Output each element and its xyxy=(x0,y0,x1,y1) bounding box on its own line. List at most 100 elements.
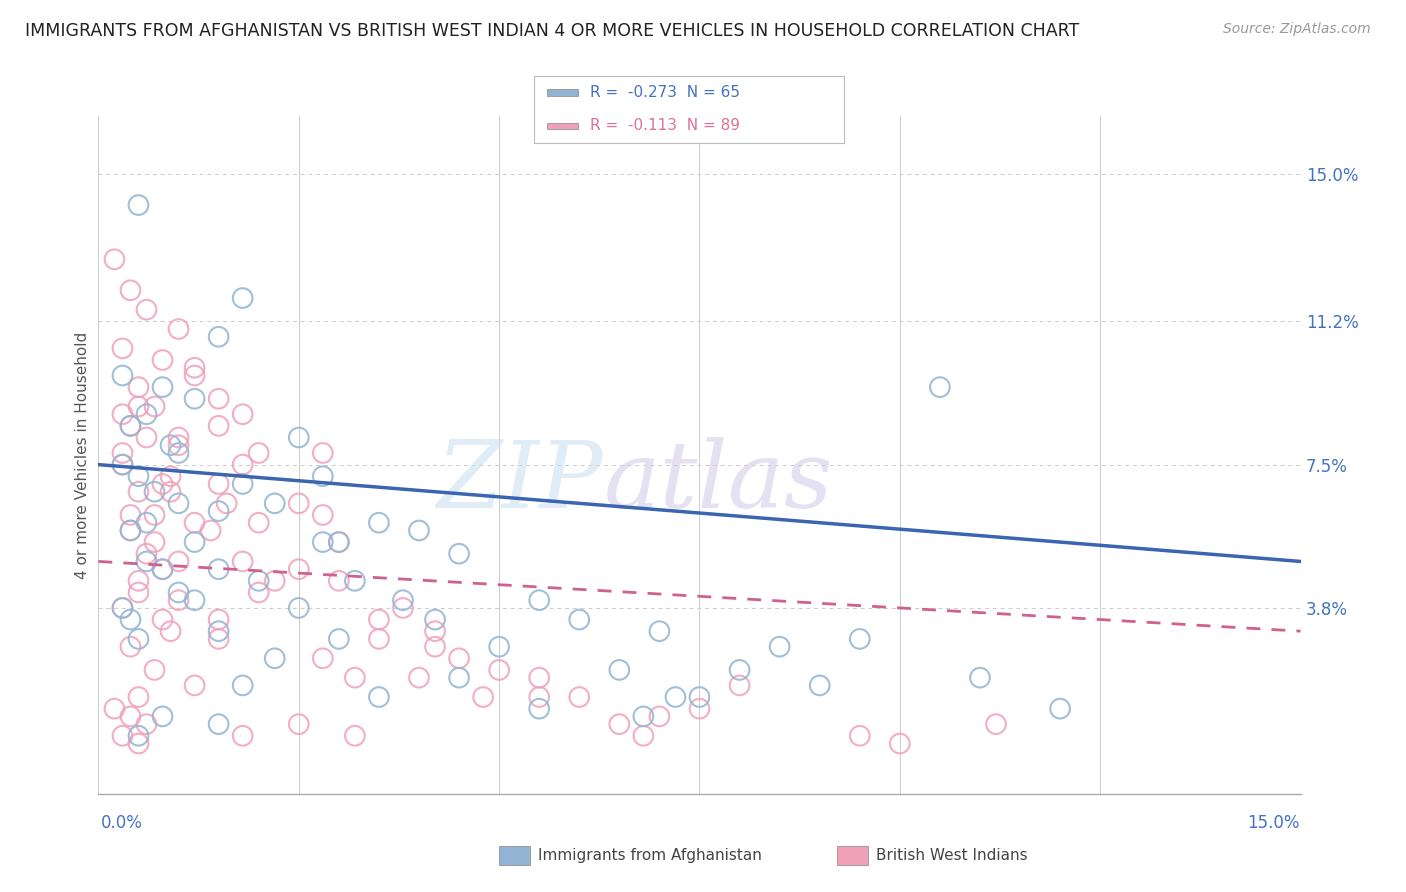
Point xyxy=(152,613,174,627)
Point xyxy=(120,508,142,522)
Point xyxy=(447,651,470,665)
Text: R =  -0.113  N = 89: R = -0.113 N = 89 xyxy=(591,119,740,134)
Point xyxy=(135,302,157,317)
Point xyxy=(128,198,150,212)
Point xyxy=(568,690,591,704)
Point xyxy=(232,407,254,421)
Point xyxy=(232,678,254,692)
Point xyxy=(120,418,142,433)
Point xyxy=(232,291,254,305)
Point xyxy=(167,438,190,452)
Point xyxy=(328,632,350,646)
Point xyxy=(609,663,631,677)
Point xyxy=(232,729,254,743)
Point xyxy=(969,671,991,685)
Point xyxy=(183,516,205,530)
Y-axis label: 4 or more Vehicles in Household: 4 or more Vehicles in Household xyxy=(75,331,90,579)
Point xyxy=(312,446,335,460)
Point xyxy=(247,585,270,599)
Point xyxy=(529,690,551,704)
Point xyxy=(183,392,205,406)
Point xyxy=(689,690,711,704)
Point xyxy=(135,717,157,731)
Point xyxy=(288,430,311,444)
Point xyxy=(103,701,125,715)
Point xyxy=(159,469,181,483)
Point xyxy=(183,678,205,692)
Point xyxy=(247,574,270,588)
Point xyxy=(408,671,430,685)
Point xyxy=(408,524,430,538)
Point xyxy=(263,651,285,665)
Point xyxy=(529,671,551,685)
Bar xyxy=(547,89,578,96)
Point xyxy=(849,729,872,743)
Point xyxy=(183,360,205,375)
Point xyxy=(167,446,190,460)
Point xyxy=(111,601,134,615)
Point xyxy=(529,593,551,607)
Point xyxy=(728,678,751,692)
Point xyxy=(609,717,631,731)
Point xyxy=(111,458,134,472)
Point xyxy=(135,430,157,444)
Point xyxy=(111,368,134,383)
Point xyxy=(120,640,142,654)
Point xyxy=(343,574,366,588)
Point xyxy=(135,547,157,561)
Point xyxy=(167,554,190,568)
Point xyxy=(143,663,166,677)
Point xyxy=(152,380,174,394)
Text: Source: ZipAtlas.com: Source: ZipAtlas.com xyxy=(1223,22,1371,37)
Point xyxy=(208,418,231,433)
Text: 0.0%: 0.0% xyxy=(101,814,143,831)
Point xyxy=(167,593,190,607)
Point xyxy=(633,729,655,743)
Point xyxy=(200,524,222,538)
Point xyxy=(128,574,150,588)
Point xyxy=(447,671,470,685)
Point xyxy=(849,632,872,646)
Point xyxy=(208,613,231,627)
Point xyxy=(568,613,591,627)
Point xyxy=(135,516,157,530)
Point xyxy=(208,477,231,491)
Point xyxy=(889,737,911,751)
Text: 15.0%: 15.0% xyxy=(1247,814,1299,831)
Point xyxy=(368,632,391,646)
Point xyxy=(143,508,166,522)
Point xyxy=(152,709,174,723)
Point xyxy=(183,593,205,607)
Point xyxy=(167,585,190,599)
Point xyxy=(120,524,142,538)
Point xyxy=(120,283,142,297)
Point xyxy=(215,496,238,510)
Point xyxy=(120,709,142,723)
Point xyxy=(368,690,391,704)
Point xyxy=(368,516,391,530)
Point xyxy=(167,430,190,444)
Point xyxy=(111,342,134,356)
Point xyxy=(152,562,174,576)
Point xyxy=(263,496,285,510)
Point xyxy=(128,484,150,499)
Point xyxy=(111,407,134,421)
Point xyxy=(328,535,350,549)
Point xyxy=(111,458,134,472)
Point xyxy=(128,632,150,646)
Point xyxy=(423,613,446,627)
Point xyxy=(1049,701,1071,715)
Point xyxy=(288,717,311,731)
Point xyxy=(183,368,205,383)
Point xyxy=(183,535,205,549)
Point xyxy=(128,585,150,599)
Point xyxy=(984,717,1007,731)
Point xyxy=(392,593,415,607)
Point xyxy=(769,640,792,654)
Point xyxy=(135,554,157,568)
Bar xyxy=(547,122,578,129)
Point xyxy=(728,663,751,677)
Point xyxy=(423,624,446,639)
Point xyxy=(128,690,150,704)
Point xyxy=(143,535,166,549)
